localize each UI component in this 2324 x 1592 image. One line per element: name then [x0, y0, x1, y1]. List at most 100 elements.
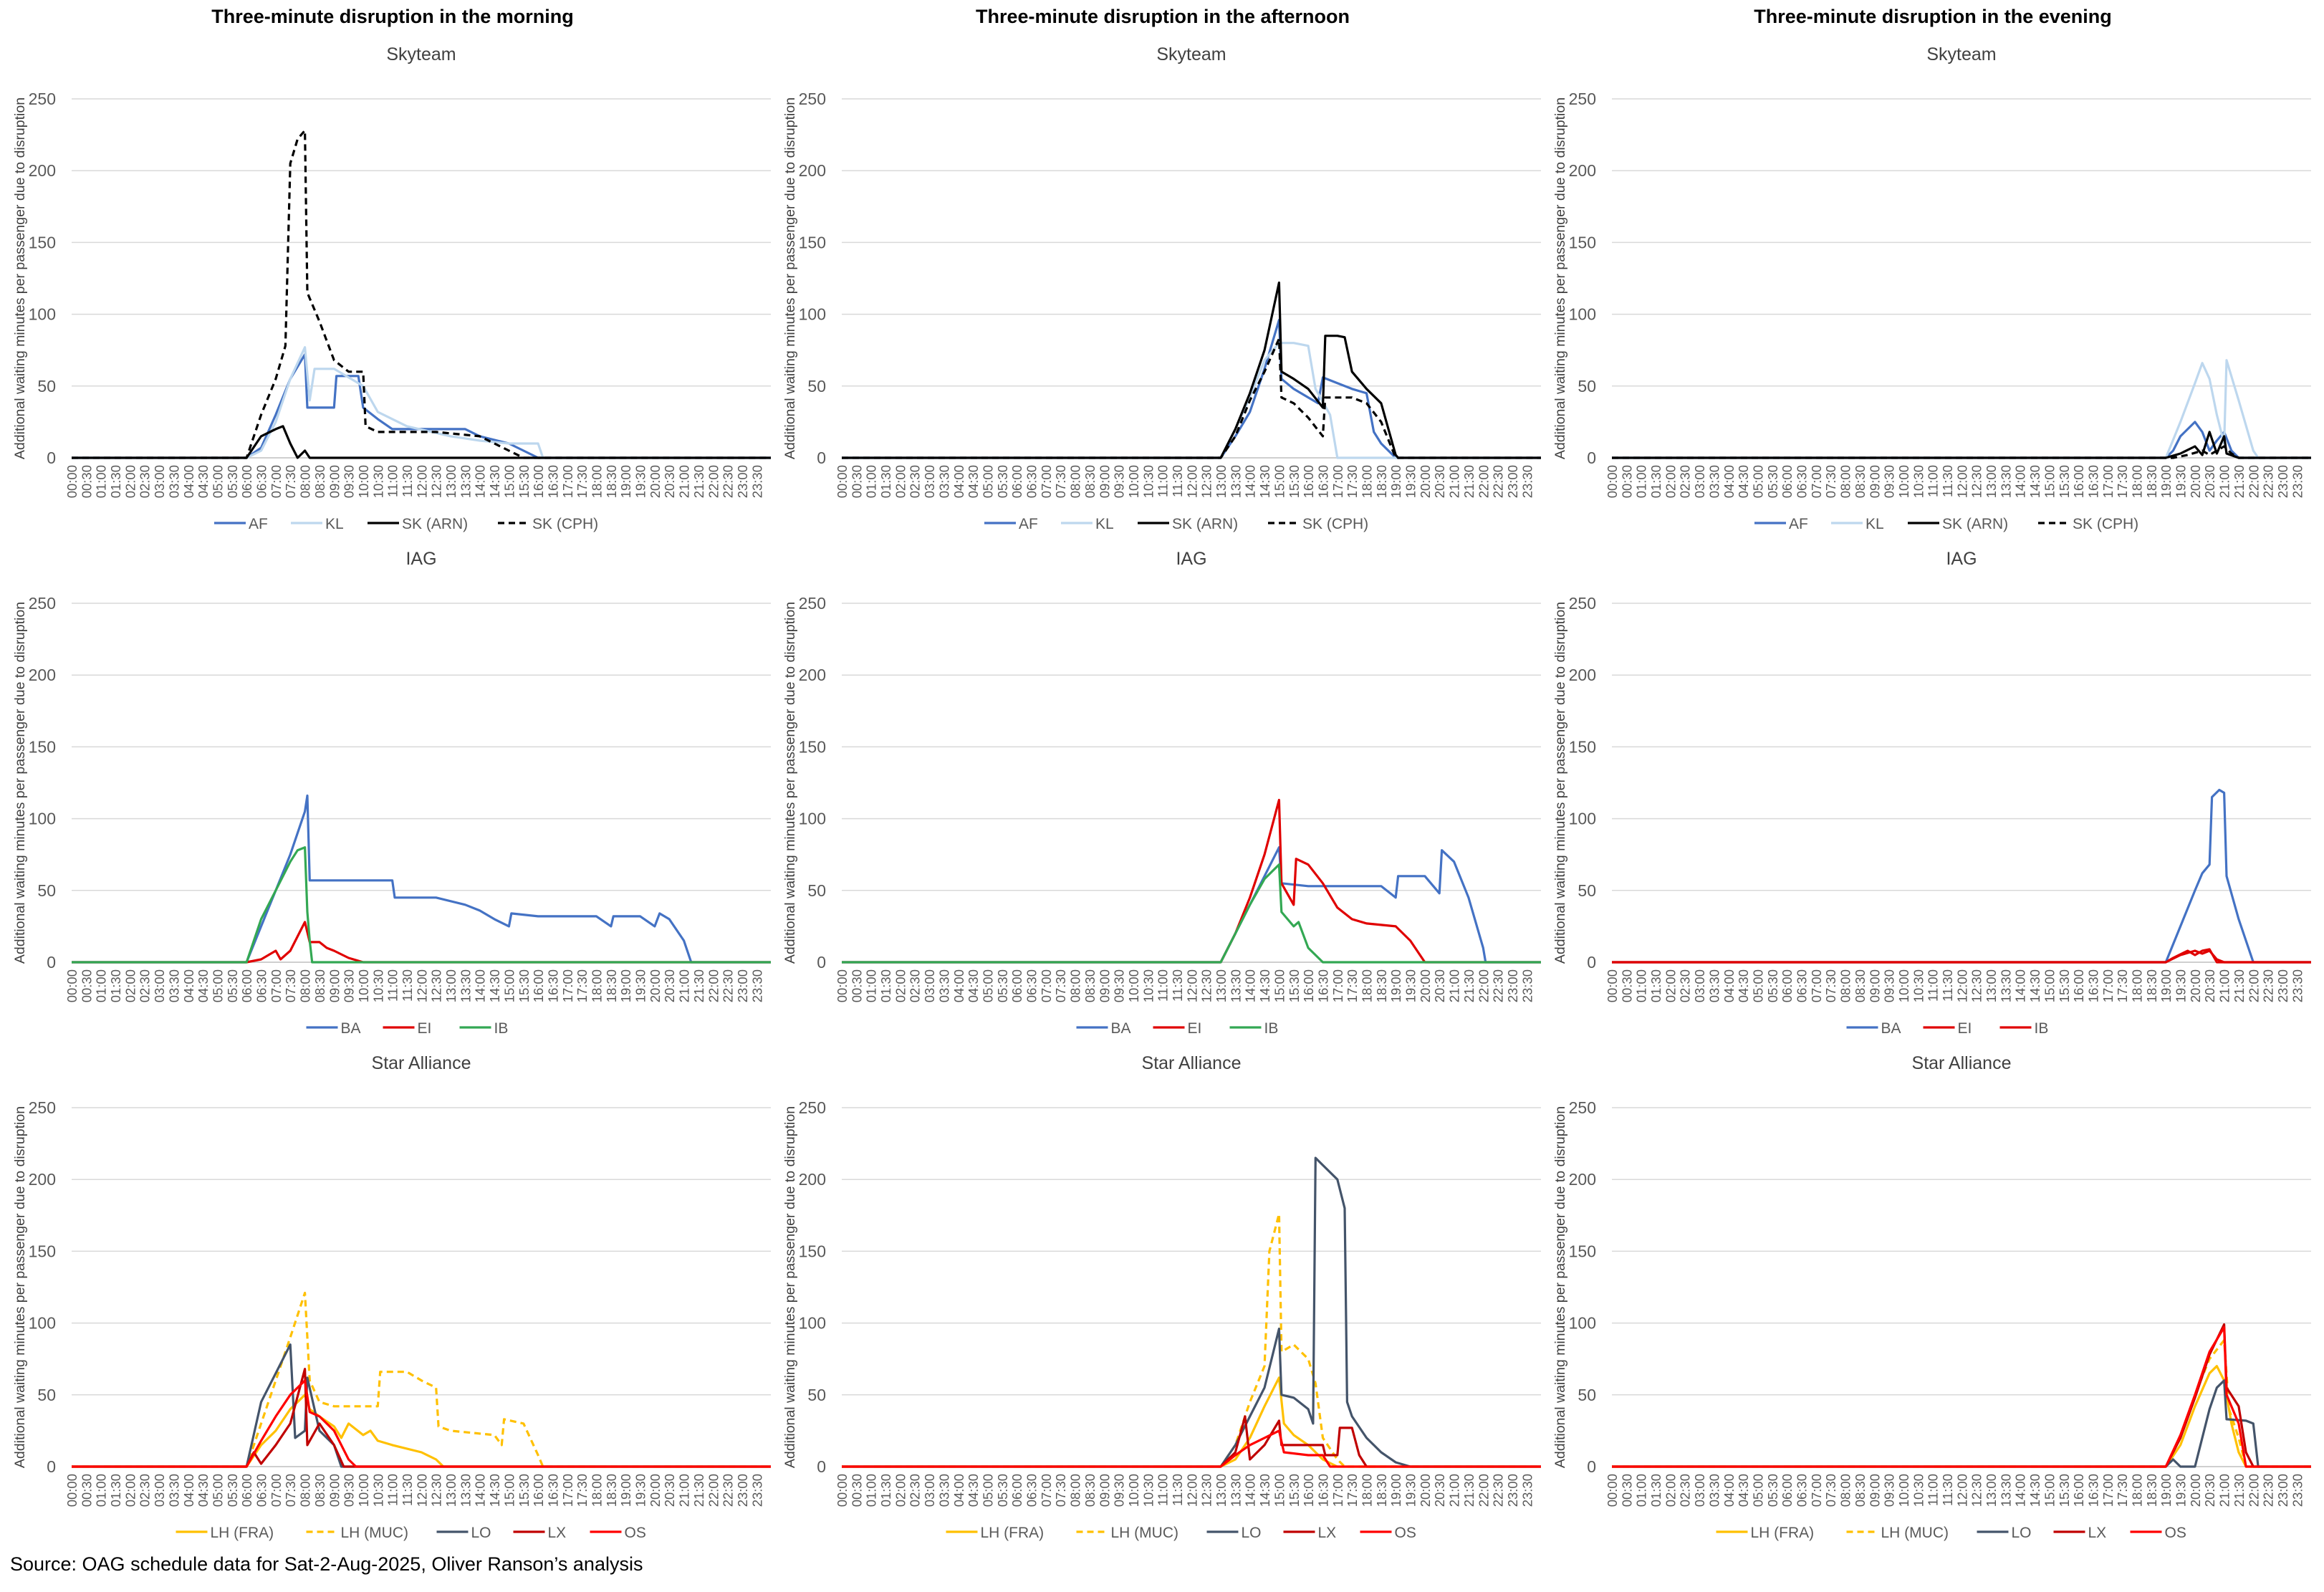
x-tick-label: 23:30 [2290, 969, 2305, 1002]
series-line-sk-arn [1612, 431, 2311, 459]
x-tick-label: 02:00 [1663, 1474, 1678, 1507]
x-tick-label: 03:30 [166, 969, 181, 1002]
x-tick-label: 21:30 [691, 969, 706, 1002]
x-tick-label: 04:30 [966, 969, 981, 1002]
x-tick-label: 18:30 [604, 465, 619, 498]
series-line-lo [842, 1156, 1541, 1468]
x-tick-label: 15:00 [501, 465, 517, 498]
x-tick-label: 12:30 [1199, 1474, 1214, 1507]
x-tick-label: 21:30 [2232, 969, 2247, 1002]
series-line-lo [1612, 1379, 2311, 1468]
x-tick-label: 10:30 [1911, 1474, 1926, 1507]
x-tick-label: 00:30 [849, 465, 864, 498]
y-tick-label: 100 [1569, 305, 1596, 324]
x-tick-label: 15:30 [517, 969, 532, 1002]
x-tick-label: 20:00 [2188, 969, 2203, 1002]
x-tick-label: 03:30 [936, 1474, 951, 1507]
x-tick-label: 09:00 [1097, 465, 1112, 498]
x-tick-label: 08:30 [1082, 969, 1098, 1002]
x-tick-label: 22:00 [706, 465, 721, 498]
x-tick-label: 18:00 [2130, 1474, 2145, 1507]
y-tick-label: 200 [1569, 161, 1596, 180]
x-tick-label: 06:30 [1795, 969, 1810, 1002]
legend-label: AF [249, 516, 268, 532]
y-tick-label: 50 [37, 881, 56, 900]
y-tick-label: 0 [47, 449, 56, 467]
x-tick-label: 02:00 [893, 465, 908, 498]
y-tick-label: 100 [799, 1314, 826, 1333]
y-axis-label: Additional waiting minutes per passenger… [782, 1106, 798, 1468]
x-tick-label: 16:00 [2071, 969, 2086, 1002]
x-tick-label: 07:30 [1823, 465, 1838, 498]
x-tick-label: 13:00 [443, 1474, 458, 1507]
x-tick-label: 06:00 [239, 969, 254, 1002]
x-tick-label: 07:30 [1823, 969, 1838, 1002]
legend-label: LO [2012, 1525, 2032, 1541]
x-tick-label: 09:00 [1097, 969, 1112, 1002]
y-tick-label: 50 [807, 881, 826, 900]
x-tick-label: 22:30 [721, 969, 736, 1002]
x-tick-label: 01:30 [1648, 1474, 1663, 1507]
y-tick-label: 250 [799, 594, 826, 613]
x-tick-label: 05:00 [210, 969, 225, 1002]
x-tick-label: 02:30 [138, 969, 153, 1002]
x-tick-label: 19:30 [1403, 969, 1418, 1002]
x-tick-label: 19:00 [2159, 969, 2174, 1002]
x-tick-label: 10:00 [1126, 969, 1141, 1002]
x-tick-label: 09:30 [1882, 465, 1897, 498]
x-tick-label: 06:30 [254, 465, 269, 498]
x-tick-label: 08:30 [1082, 465, 1098, 498]
x-tick-label: 03:30 [1706, 1474, 1722, 1507]
series-line-sk-cph [842, 337, 1541, 459]
x-tick-label: 14:30 [2027, 1474, 2042, 1507]
x-tick-label: 21:00 [1447, 465, 1462, 498]
x-tick-label: 00:00 [64, 969, 80, 1002]
x-tick-label: 19:00 [1388, 969, 1403, 1002]
x-tick-label: 09:30 [1882, 969, 1897, 1002]
x-tick-label: 06:30 [1795, 1474, 1810, 1507]
x-tick-label: 03:30 [166, 1474, 181, 1507]
x-tick-label: 18:00 [1360, 969, 1375, 1002]
x-tick-label: 17:00 [2100, 465, 2116, 498]
x-tick-label: 02:30 [1678, 1474, 1693, 1507]
x-tick-label: 16:00 [531, 1474, 546, 1507]
x-tick-label: 16:30 [1315, 465, 1330, 498]
x-tick-label: 17:00 [2100, 969, 2116, 1002]
x-tick-label: 13:30 [1998, 1474, 2013, 1507]
x-tick-label: 00:30 [1619, 1474, 1634, 1507]
x-tick-label: 07:30 [1053, 969, 1068, 1002]
y-tick-label: 100 [799, 810, 826, 828]
y-tick-label: 50 [807, 1386, 826, 1404]
x-tick-label: 10:30 [1911, 465, 1926, 498]
x-tick-label: 17:00 [1330, 1474, 1345, 1507]
y-tick-label: 100 [1569, 1314, 1596, 1333]
x-tick-label: 01:00 [1634, 1474, 1649, 1507]
x-tick-label: 19:30 [633, 1474, 648, 1507]
x-tick-label: 19:00 [2159, 1474, 2174, 1507]
x-tick-label: 23:00 [735, 1474, 750, 1507]
x-tick-label: 21:00 [1447, 1474, 1462, 1507]
x-tick-label: 05:30 [1765, 969, 1780, 1002]
y-tick-label: 250 [1569, 1098, 1596, 1117]
x-tick-label: 06:30 [1024, 465, 1039, 498]
x-tick-label: 02:30 [1678, 465, 1693, 498]
y-tick-label: 250 [799, 1098, 826, 1117]
y-axis-label: Additional waiting minutes per passenger… [782, 602, 798, 964]
x-tick-label: 01:00 [864, 465, 879, 498]
x-tick-label: 03:30 [936, 465, 951, 498]
x-tick-label: 22:00 [2246, 1474, 2261, 1507]
column-title-morning: Three-minute disruption in the morning [211, 6, 574, 27]
x-tick-label: 06:00 [1780, 465, 1795, 498]
x-tick-label: 07:00 [1039, 969, 1054, 1002]
x-tick-label: 08:00 [298, 1474, 313, 1507]
x-tick-label: 01:00 [1634, 465, 1649, 498]
x-tick-label: 01:00 [94, 1474, 109, 1507]
series-line-lh-fra [842, 1376, 1541, 1468]
x-tick-label: 12:00 [1184, 465, 1199, 498]
x-tick-label: 14:00 [473, 969, 488, 1002]
x-tick-label: 08:00 [298, 969, 313, 1002]
x-tick-label: 13:00 [443, 969, 458, 1002]
legend-label: LH (MUC) [1111, 1525, 1179, 1541]
x-tick-label: 19:30 [1403, 1474, 1418, 1507]
